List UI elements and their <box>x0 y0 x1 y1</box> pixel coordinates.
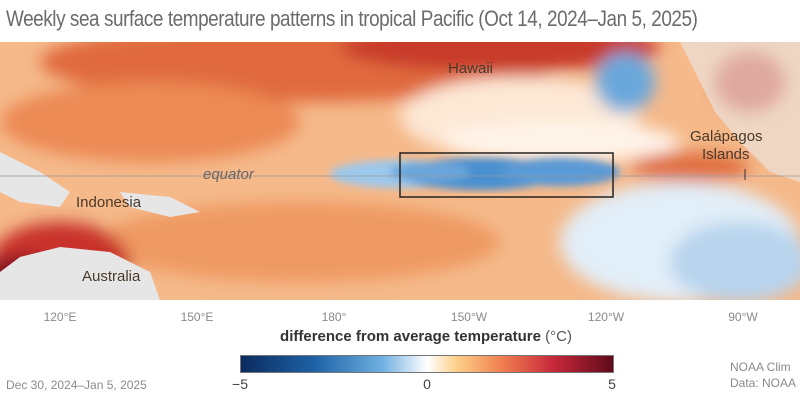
lon-tick: 120°W <box>587 310 625 324</box>
legend-mid: 0 <box>423 376 431 392</box>
date-range: Dec 30, 2024–Jan 5, 2025 <box>6 378 147 392</box>
legend-min: −5 <box>232 376 248 392</box>
label-equator: equator <box>203 166 254 183</box>
label-australia: Australia <box>82 268 141 285</box>
page-title: Weekly sea surface temperature patterns … <box>6 6 698 31</box>
credit-line-2: Data: NOAA <box>730 376 797 390</box>
sst-anomaly-map <box>0 42 800 300</box>
lon-tick: 180° <box>321 310 347 324</box>
legend-title: difference from average temperature (°C) <box>280 328 572 345</box>
lon-tick: 150°E <box>180 310 214 324</box>
nino-region-box <box>399 152 614 198</box>
legend-max: 5 <box>608 376 616 392</box>
lon-tick: 120°E <box>43 310 77 324</box>
credit-line-1: NOAA Clim <box>730 360 791 374</box>
lon-tick: 150°W <box>450 310 488 324</box>
label-galapagos-2: Islands <box>702 146 750 163</box>
color-scale-bar <box>240 355 614 373</box>
label-hawaii: Hawaii <box>448 60 494 77</box>
label-galapagos-1: Galápagos <box>690 128 763 145</box>
lon-tick: 90°W <box>728 310 758 324</box>
label-indonesia: Indonesia <box>76 194 142 211</box>
